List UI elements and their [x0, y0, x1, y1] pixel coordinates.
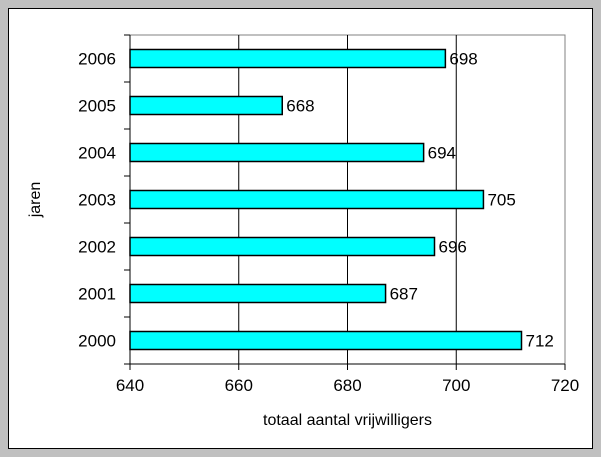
axes — [124, 34, 566, 370]
bars — [129, 48, 523, 351]
data-label: 687 — [390, 285, 418, 304]
y-tick-label: 2004 — [78, 144, 116, 163]
data-label: 705 — [487, 191, 515, 210]
x-tick-label: 640 — [116, 376, 144, 395]
data-label: 694 — [428, 144, 456, 163]
bar — [129, 236, 436, 257]
x-tick-label: 660 — [225, 376, 253, 395]
y-tick-label: 2002 — [78, 238, 116, 257]
bar — [129, 330, 523, 351]
bar — [129, 189, 485, 210]
y-tick-label: 2003 — [78, 191, 116, 210]
data-label: 696 — [439, 238, 467, 257]
data-label: 712 — [526, 332, 554, 351]
y-tick-label: 2005 — [78, 97, 116, 116]
y-axis-title: jaren — [27, 182, 44, 219]
x-axis-title: totaal aantal vrijwilligers — [263, 412, 432, 429]
y-tick-label: 2000 — [78, 332, 116, 351]
y-tick-label: 2001 — [78, 285, 116, 304]
labels: 640 660 680 700 720 2006 698 2005 668 2004 694 2003… — [78, 50, 579, 396]
data-label: 698 — [449, 50, 477, 69]
bar — [129, 283, 387, 304]
x-tick-label: 720 — [551, 376, 579, 395]
bar — [129, 142, 425, 163]
bar — [129, 48, 447, 69]
x-tick-label: 700 — [442, 376, 470, 395]
x-tick-label: 680 — [333, 376, 361, 395]
y-tick-label: 2006 — [78, 50, 116, 69]
data-label: 668 — [286, 97, 314, 116]
bar — [129, 95, 283, 116]
